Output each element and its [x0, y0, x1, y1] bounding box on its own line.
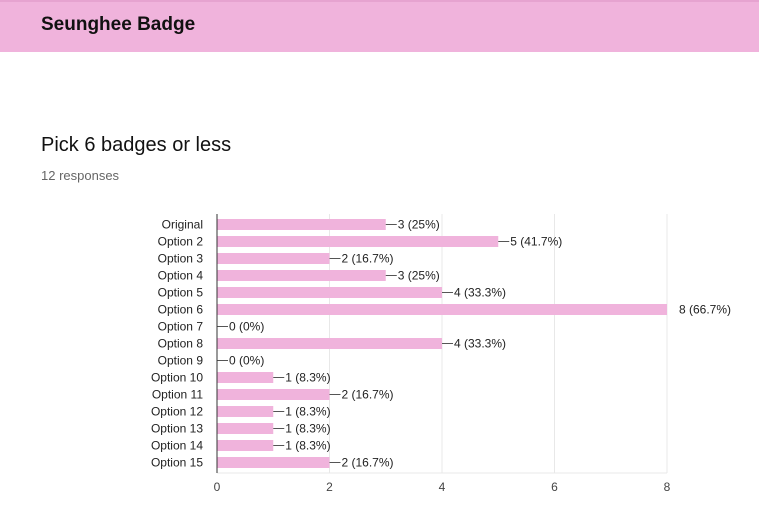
data-label: 8 (66.7%): [679, 303, 731, 317]
bar: [217, 219, 386, 230]
data-label: 0 (0%): [229, 320, 264, 334]
category-label: Option 13: [151, 422, 203, 436]
data-label: 2 (16.7%): [342, 456, 394, 470]
category-label: Option 14: [151, 439, 203, 453]
x-tick-label: 6: [551, 480, 558, 494]
data-label: 4 (33.3%): [454, 337, 506, 351]
bar: [217, 304, 667, 315]
category-label: Option 11: [152, 388, 203, 402]
bar: [217, 457, 330, 468]
data-label: 5 (41.7%): [510, 235, 562, 249]
bar: [217, 287, 442, 298]
category-label: Option 7: [158, 320, 204, 334]
data-label: 3 (25%): [398, 218, 440, 232]
category-label: Option 12: [151, 405, 203, 419]
data-label: 1 (8.3%): [285, 422, 330, 436]
data-label: 1 (8.3%): [285, 439, 330, 453]
bar: [217, 270, 386, 281]
data-label: 1 (8.3%): [285, 371, 330, 385]
bar: [217, 440, 274, 451]
category-label: Option 3: [158, 252, 204, 266]
bar: [217, 253, 330, 264]
data-label: 0 (0%): [229, 354, 264, 368]
data-label: 2 (16.7%): [342, 252, 394, 266]
bar: [217, 236, 499, 247]
data-label: 4 (33.3%): [454, 286, 506, 300]
category-label: Option 2: [158, 235, 204, 249]
data-label: 1 (8.3%): [285, 405, 330, 419]
question-title: Pick 6 badges or less: [41, 134, 232, 156]
data-label: 3 (25%): [398, 269, 440, 283]
category-label: Option 9: [158, 354, 204, 368]
x-tick-label: 4: [439, 480, 446, 494]
category-label: Option 6: [158, 303, 204, 317]
data-label: 2 (16.7%): [342, 388, 394, 402]
bar: [217, 406, 274, 417]
x-tick-label: 0: [214, 480, 221, 494]
category-label: Option 15: [151, 456, 203, 470]
category-label: Option 4: [158, 269, 204, 283]
category-label: Original: [162, 218, 203, 232]
bar: [217, 389, 330, 400]
bar: [217, 338, 442, 349]
category-label: Option 8: [158, 337, 204, 351]
category-label: Option 5: [158, 286, 204, 300]
bar: [217, 423, 274, 434]
form-header: Seunghee Badge: [0, 0, 759, 52]
bar: [217, 372, 274, 383]
x-tick-label: 2: [326, 480, 333, 494]
response-count: 12 responses: [41, 168, 120, 183]
x-tick-label: 8: [664, 480, 671, 494]
form-title: Seunghee Badge: [41, 14, 196, 35]
category-label: Option 10: [151, 371, 203, 385]
